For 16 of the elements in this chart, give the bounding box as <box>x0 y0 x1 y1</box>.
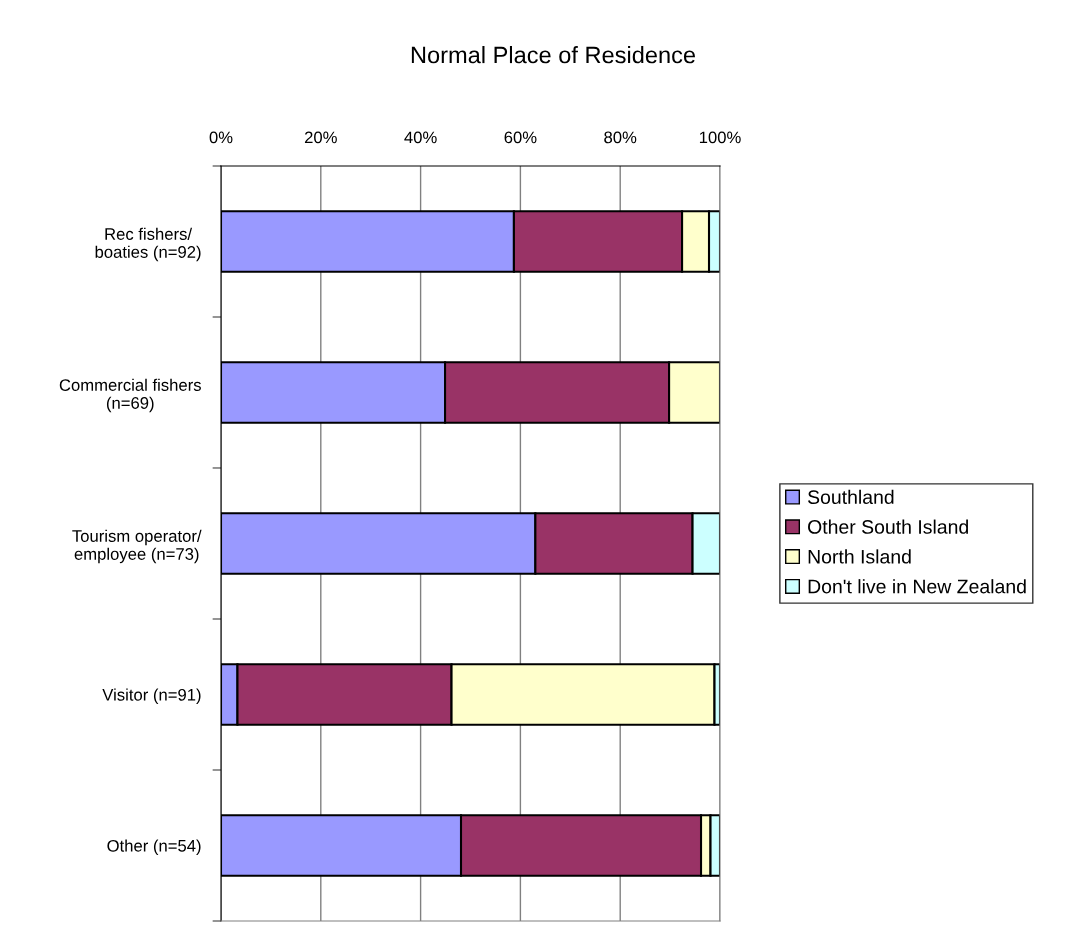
x-tick-label: 20% <box>304 131 337 144</box>
y-tick-label: Commercial fishers (n=69) <box>59 378 201 413</box>
legend-label: Don't live in New Zealand <box>808 579 1026 594</box>
legend-label: Other South Island <box>808 519 968 534</box>
x-tick-label: 80% <box>604 131 637 144</box>
legend-label: Southland <box>807 489 894 505</box>
legend-label: North Island <box>808 549 911 564</box>
y-tick-label: Other (n=54) <box>107 839 201 855</box>
x-tick-label: 100% <box>699 131 741 144</box>
y-tick-label: Tourism operator/ employee (n=73) <box>72 529 202 564</box>
y-tick-label: Visitor (n=91) <box>102 688 201 704</box>
x-tick-label: 0% <box>209 131 233 144</box>
x-tick-label: 40% <box>404 131 437 144</box>
y-tick-label: Rec fishers/ boaties (n=92) <box>95 227 201 262</box>
chart-title: Normal Place of Residence <box>411 46 695 64</box>
x-tick-label: 60% <box>504 131 537 144</box>
